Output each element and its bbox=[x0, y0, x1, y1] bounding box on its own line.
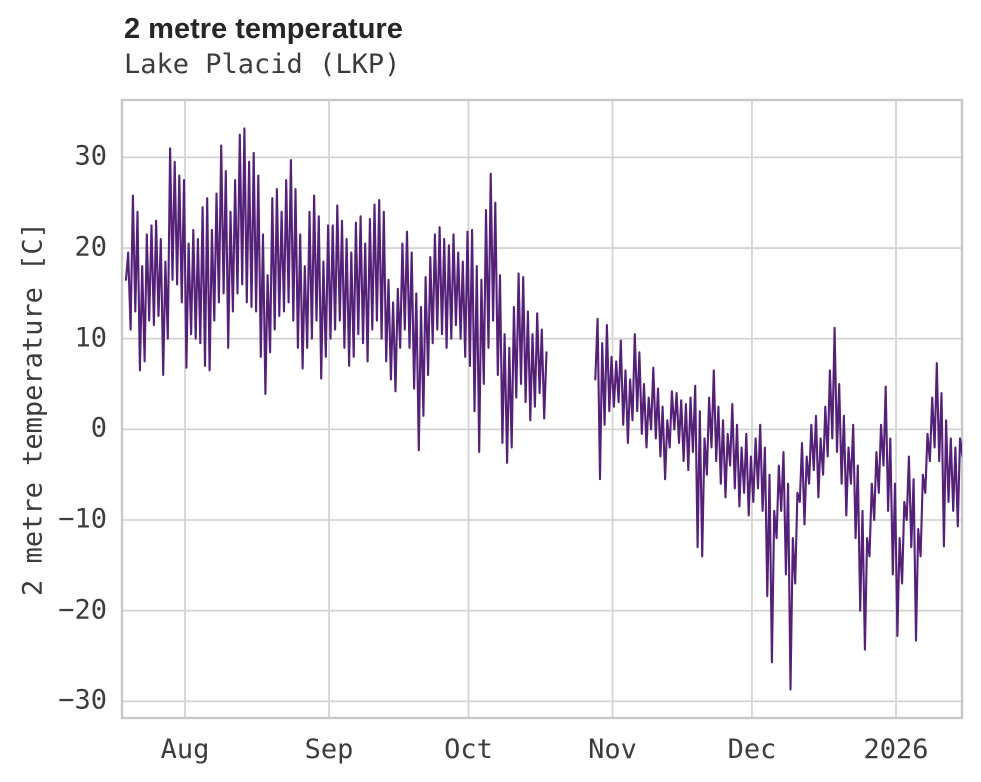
y-tick-label: 20 bbox=[74, 231, 107, 263]
chart-title: 2 metre temperature bbox=[124, 13, 403, 45]
temperature-line bbox=[124, 127, 962, 691]
x-tick-label: Oct bbox=[444, 734, 493, 765]
x-tick-label: Nov bbox=[588, 734, 637, 765]
x-tick-label: Sep bbox=[304, 734, 354, 765]
x-tick-label: Aug bbox=[160, 734, 210, 765]
plot-border bbox=[120, 98, 964, 720]
y-axis-label: 2 metre temperature [C] bbox=[17, 222, 49, 596]
y-tick-label: −30 bbox=[58, 684, 107, 716]
y-tick-label: −10 bbox=[58, 503, 107, 535]
x-tick-label: 2026 bbox=[863, 734, 929, 765]
x-tick-label: Dec bbox=[727, 734, 777, 765]
y-tick-label: −20 bbox=[58, 593, 107, 625]
y-tick-label: 10 bbox=[74, 321, 107, 353]
chart-subtitle: Lake Placid (LKP) bbox=[124, 49, 401, 80]
y-tick-label: 30 bbox=[74, 140, 107, 172]
y-tick-label: 0 bbox=[90, 412, 107, 444]
